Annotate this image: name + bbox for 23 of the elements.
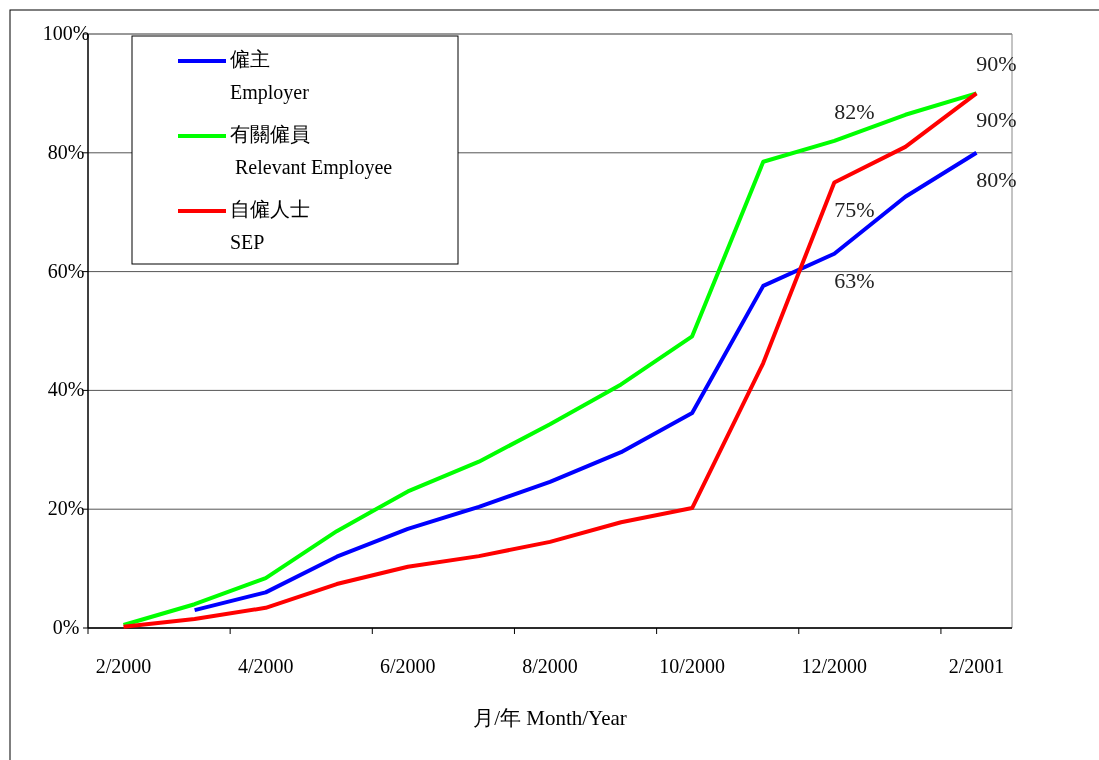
x-tick-label: 10/2000 xyxy=(659,655,725,677)
legend-label: 有關僱員 Relevant Employee xyxy=(230,123,393,179)
data-label: 80% xyxy=(976,166,1017,192)
y-tick-label: 60% xyxy=(47,259,85,282)
x-tick-label: 8/2000 xyxy=(522,655,578,677)
data-label: 75% xyxy=(834,196,875,222)
x-tick-label: 6/2000 xyxy=(380,655,436,677)
x-tick-label: 12/2000 xyxy=(801,655,868,677)
x-tick-label: 4/2000 xyxy=(237,655,294,677)
x-axis-title: 月/年 Month/Year xyxy=(473,706,627,730)
data-label: 82% xyxy=(834,98,875,124)
y-tick-label: 40% xyxy=(47,378,85,401)
y-tick-label: 100% xyxy=(42,22,90,44)
legend-label: 自僱人士 SEP xyxy=(230,198,310,253)
y-tick-label: 0% xyxy=(52,616,80,638)
y-tick-label: 80% xyxy=(47,140,85,163)
data-label: 90% xyxy=(976,51,1017,77)
data-label: 63% xyxy=(834,267,875,293)
y-tick-label: 20% xyxy=(47,497,85,520)
x-tick-label: 2/2001 xyxy=(948,655,1005,677)
x-tick-label: 2/2000 xyxy=(95,655,152,677)
legend-label: 僱主 Employer xyxy=(230,48,310,104)
data-label: 90% xyxy=(976,107,1017,133)
